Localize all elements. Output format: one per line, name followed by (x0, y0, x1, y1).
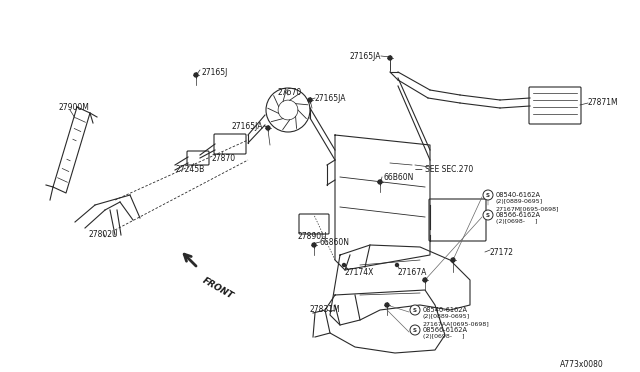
Text: — SEE SEC.270: — SEE SEC.270 (415, 165, 473, 174)
Circle shape (308, 98, 312, 102)
Text: 27870: 27870 (211, 154, 235, 163)
Circle shape (410, 325, 420, 335)
Text: 27670: 27670 (278, 88, 302, 97)
Circle shape (483, 210, 493, 220)
Text: S: S (413, 327, 417, 333)
Text: 27900M: 27900M (58, 103, 89, 112)
Text: 08566-6162A: 08566-6162A (496, 212, 541, 218)
FancyBboxPatch shape (187, 151, 209, 165)
Text: FRONT: FRONT (201, 276, 235, 301)
Circle shape (378, 180, 382, 184)
Text: (2)[0889-0695]: (2)[0889-0695] (496, 199, 543, 204)
Text: 27165J: 27165J (202, 68, 228, 77)
Text: 27831M: 27831M (310, 305, 340, 314)
Text: 27165JA: 27165JA (350, 52, 381, 61)
Text: 27890U: 27890U (298, 232, 328, 241)
Circle shape (396, 263, 399, 266)
Text: 27167AA[0695-0698]: 27167AA[0695-0698] (423, 321, 490, 326)
Circle shape (410, 305, 420, 315)
Text: (2)[0698-     ]: (2)[0698- ] (423, 334, 465, 339)
Circle shape (278, 100, 298, 120)
Text: 27871M: 27871M (588, 98, 619, 107)
Text: S: S (486, 212, 490, 218)
Circle shape (385, 303, 389, 307)
Circle shape (194, 73, 198, 77)
Text: 27165JA: 27165JA (232, 122, 264, 131)
Text: S: S (486, 192, 490, 198)
Circle shape (451, 258, 455, 262)
Circle shape (266, 126, 270, 130)
Circle shape (423, 278, 427, 282)
Text: 27167M[0695-0698]: 27167M[0695-0698] (496, 206, 559, 211)
Text: 27167A: 27167A (398, 268, 428, 277)
FancyBboxPatch shape (529, 87, 581, 124)
Circle shape (342, 263, 346, 266)
Text: 27165JA: 27165JA (315, 94, 346, 103)
Text: (2)[0698-     ]: (2)[0698- ] (496, 219, 538, 224)
Text: 66860N: 66860N (320, 238, 350, 247)
Circle shape (312, 243, 316, 247)
Text: 08540-6162A: 08540-6162A (496, 192, 541, 198)
Text: 27174X: 27174X (345, 268, 374, 277)
Circle shape (388, 56, 392, 60)
FancyBboxPatch shape (214, 134, 246, 154)
Circle shape (266, 88, 310, 132)
FancyBboxPatch shape (299, 214, 329, 234)
Text: (2)[0889-0695]: (2)[0889-0695] (423, 314, 470, 319)
Text: 27245B: 27245B (175, 165, 204, 174)
Text: 27172: 27172 (490, 248, 514, 257)
FancyBboxPatch shape (429, 199, 486, 241)
Text: 27802U: 27802U (88, 230, 118, 239)
Text: 66B60N: 66B60N (384, 173, 414, 182)
Text: 08540-6162A: 08540-6162A (423, 307, 468, 313)
Circle shape (483, 190, 493, 200)
Text: S: S (413, 308, 417, 312)
Text: A773x0080: A773x0080 (560, 360, 604, 369)
Text: 08566-6162A: 08566-6162A (423, 327, 468, 333)
